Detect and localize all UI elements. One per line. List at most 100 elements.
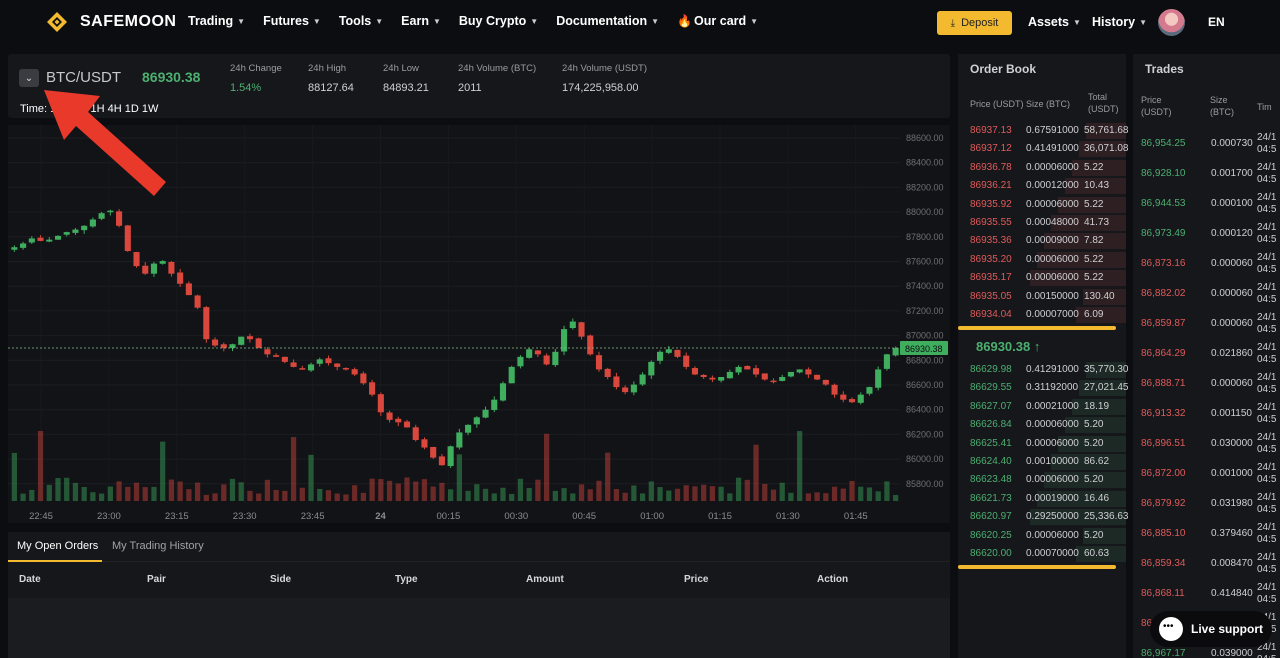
logo[interactable]: SAFEMOON (46, 11, 176, 33)
nav-futures[interactable]: Futures ▼ (263, 14, 321, 28)
trade-row[interactable]: 86,859.34 0.008470 24/1 04:5 (1133, 549, 1280, 579)
trade-row[interactable]: 86,973.49 0.000120 24/1 04:5 (1133, 219, 1280, 249)
ask-row[interactable]: 86935.17 0.00006000 5.22 (958, 269, 1126, 287)
ask-row[interactable]: 86935.92 0.00006000 5.22 (958, 196, 1126, 214)
volume-bar (517, 478, 524, 501)
y-tick-label: 88200.00 (906, 182, 944, 192)
trade-row[interactable]: 86,872.00 0.001000 24/1 04:5 (1133, 459, 1280, 489)
ob-price: 86629.98 (970, 364, 1012, 375)
ob-price: 86621.73 (970, 492, 1012, 504)
volume-bar (282, 490, 288, 501)
trade-row[interactable]: 86,885.10 0.379460 24/1 04:5 (1133, 519, 1280, 549)
ask-row[interactable]: 86935.36 0.00009000 7.82 (958, 232, 1126, 250)
volume-bar (11, 452, 17, 501)
volume-bar (378, 479, 384, 501)
col-pair: Pair (147, 574, 166, 585)
nav-buy-crypto[interactable]: Buy Crypto ▼ (459, 14, 538, 28)
nav-earn[interactable]: Earn ▼ (401, 14, 441, 28)
nav-our-card[interactable]: 🔥 Our card ▼ (677, 14, 758, 28)
trade-price: 86,928.10 (1141, 168, 1186, 179)
avatar[interactable] (1158, 9, 1185, 36)
trade-price: 86,973.49 (1141, 228, 1186, 239)
trade-row[interactable]: 86,868.11 0.414840 24/1 04:5 (1133, 579, 1280, 609)
ask-row[interactable]: 86937.12 0.41491000 36,071.08 (958, 140, 1129, 158)
volume-bar (439, 482, 445, 501)
trade-row[interactable]: 86,967.17 0.039000 24/104:5 (1133, 639, 1280, 658)
tab-trading-history[interactable]: My Trading History (112, 540, 204, 552)
bid-row[interactable]: 86620.97 0.29250000 25,336.63 (958, 508, 1129, 526)
bid-row[interactable]: 86623.48 0.00006000 5.20 (958, 471, 1126, 489)
pair-dropdown-button[interactable]: ⌄ (19, 69, 39, 87)
ob-size: 0.00006000 (1026, 529, 1079, 541)
volume-bar (831, 486, 838, 501)
ob-total: 5.22 (1084, 272, 1104, 284)
trade-row[interactable]: 86,896.51 0.030000 24/1 04:5 (1133, 429, 1280, 459)
tab-open-orders[interactable]: My Open Orders (17, 540, 99, 552)
current-price-label: 86930.38 (905, 344, 943, 354)
live-support-button[interactable]: Live support (1150, 611, 1272, 647)
trade-row[interactable]: 86,882.02 0.000060 24/1 04:5 (1133, 279, 1280, 309)
trade-date: 24/1 (1257, 432, 1277, 443)
bid-row[interactable]: 86624.40 0.00100000 86.62 (958, 453, 1126, 471)
chevron-down-icon: ▼ (750, 16, 759, 26)
trade-size: 0.379460 (1211, 528, 1253, 539)
trade-row[interactable]: 86,879.92 0.031980 24/1 04:5 (1133, 489, 1280, 519)
timeframe-options[interactable]: 1H 4H 1D 1W (90, 103, 159, 115)
trade-row[interactable]: 86,864.29 0.021860 24/1 04:5 (1133, 339, 1280, 369)
trade-row[interactable]: 86,888.71 0.000060 24/1 04:5 (1133, 369, 1280, 399)
ask-row[interactable]: 86935.05 0.00150000 130.40 (958, 288, 1126, 306)
bid-row[interactable]: 86621.73 0.00019000 16.46 (958, 490, 1126, 508)
volume-bar (491, 493, 497, 501)
stat-value: 1.54% (230, 82, 262, 94)
ob-size: 0.00048000 (1026, 217, 1079, 228)
language-selector[interactable]: EN (1208, 15, 1225, 29)
depth-bar (1076, 307, 1126, 323)
trade-row[interactable]: 86,954.25 0.000730 24/1 04:5 (1133, 129, 1280, 159)
trade-size: 0.000060 (1211, 318, 1253, 329)
history-menu[interactable]: History ▼ (1092, 15, 1147, 29)
nav-trading[interactable]: Trading ▼ (188, 14, 245, 28)
bid-row[interactable]: 86627.07 0.00021000 18.19 (958, 398, 1126, 416)
candle-body (526, 349, 533, 358)
candle-body (307, 364, 315, 371)
ob-price: 86935.92 (970, 198, 1012, 210)
ask-row[interactable]: 86935.55 0.00048000 41.73 (958, 214, 1126, 232)
bid-row[interactable]: 86629.98 0.41291000 35,770.30 (958, 361, 1129, 379)
bid-row[interactable]: 86620.00 0.00070000 60.63 (958, 545, 1126, 563)
trade-row[interactable]: 86,859.87 0.000060 24/1 04:5 (1133, 309, 1280, 339)
trade-row[interactable]: 86,928.10 0.001700 24/1 04:5 (1133, 159, 1280, 189)
ask-row[interactable]: 86936.21 0.00012000 10.43 (958, 177, 1126, 195)
volume-bar (648, 481, 654, 501)
candle-body (595, 355, 603, 370)
trade-date: 24/1 (1257, 492, 1277, 503)
assets-menu[interactable]: Assets ▼ (1028, 15, 1081, 29)
trade-row[interactable]: 86,913.32 0.001150 24/1 04:5 (1133, 399, 1280, 429)
bid-row[interactable]: 86626.84 0.00006000 5.20 (958, 416, 1126, 434)
trade-row[interactable]: 86,873.16 0.000060 24/1 04:5 (1133, 249, 1280, 279)
trade-row[interactable]: 86,944.53 0.000100 24/1 04:5 (1133, 189, 1280, 219)
bid-row[interactable]: 86629.55 0.31192000 27,021.45 (958, 379, 1129, 397)
deposit-button[interactable]: ⤓ Deposit (937, 11, 1012, 35)
volume-bar (343, 494, 349, 501)
trade-size: 0.001150 (1211, 408, 1252, 419)
candle-body (578, 322, 585, 337)
nav-documentation[interactable]: Documentation ▼ (556, 14, 659, 28)
stat-24h-low: 24h Low 84893.21 (383, 63, 429, 94)
candle-body (72, 229, 79, 233)
nav-tools[interactable]: Tools ▼ (339, 14, 383, 28)
ask-row[interactable]: 86936.78 0.00006000 5.22 (958, 159, 1126, 177)
ask-row[interactable]: 86935.20 0.00006000 5.22 (958, 251, 1126, 269)
ask-row[interactable]: 86937.13 0.67591000 58,761.68 (958, 122, 1129, 140)
volume-bar (247, 490, 253, 501)
ask-row[interactable]: 86934.04 0.00007000 6.09 (958, 306, 1126, 324)
bid-row[interactable]: 86620.25 0.00006000 5.20 (958, 527, 1126, 545)
price-chart[interactable]: 88600.00 88400.00 88200.00 88000.00 87800.00… (8, 125, 950, 523)
col-date: Date (19, 574, 41, 585)
ob-total: 5.20 (1084, 419, 1104, 431)
depth-bar (1051, 215, 1126, 231)
tr-head-size-line2: (BTC) (1210, 107, 1234, 117)
bid-row[interactable]: 86625.41 0.00006000 5.20 (958, 435, 1126, 453)
volume-bar (474, 484, 480, 501)
